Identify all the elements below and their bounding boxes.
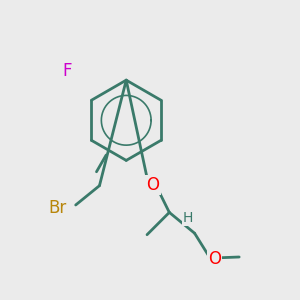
Text: O: O: [146, 176, 160, 194]
Text: Br: Br: [49, 199, 67, 217]
Text: F: F: [62, 62, 71, 80]
Text: H: H: [183, 211, 193, 225]
Text: O: O: [208, 250, 221, 268]
